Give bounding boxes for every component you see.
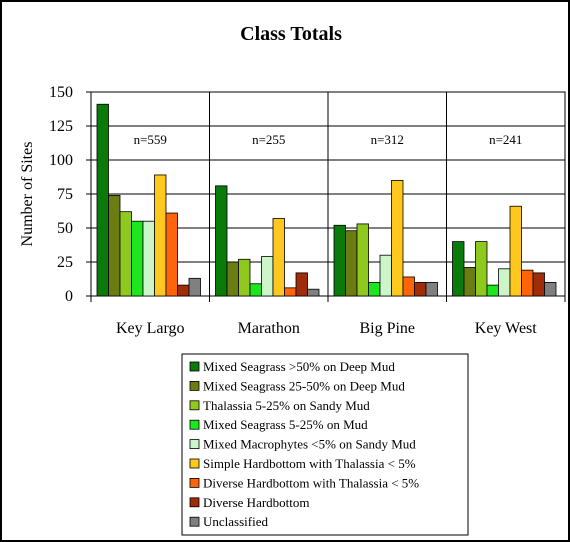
bar [142,220,155,297]
bar [177,284,190,297]
legend-swatch [189,400,200,411]
bar [391,179,404,297]
bar [379,254,392,297]
bar [188,277,201,297]
x-tick-label: Key West [475,320,538,337]
bar [284,287,297,297]
legend-label: Unclassified [203,514,268,529]
bar [261,256,274,297]
bar [414,281,427,297]
bar [345,230,358,297]
legend-swatch [189,439,200,450]
legend-box [181,353,469,536]
bar [295,272,308,297]
bar [154,174,167,297]
bar [165,212,178,297]
bar [333,224,346,297]
legend-label: Diverse Hardbottom with Thalassia < 5% [203,475,419,490]
bar [108,194,121,297]
legend-swatch [189,516,200,527]
bar [532,272,545,297]
bar [131,220,144,297]
bar [509,205,522,297]
bar [249,283,262,297]
legend-label: Thalassia 5-25% on Sandy Mud [203,398,370,413]
bar [425,281,438,297]
chart-title: Class Totals [240,23,342,45]
bar [544,281,557,297]
bar [215,185,228,297]
legend-label: Mixed Seagrass >50% on Deep Mud [203,359,395,374]
legend-swatch [189,361,200,372]
y-tick-label: 25 [57,254,73,271]
legend-swatch [189,497,200,508]
y-axis-label: Number of Sites [19,142,36,247]
bar [498,268,511,297]
x-tick-label: Key Largo [116,320,185,337]
sample-size-label: n=559 [134,132,167,147]
legend-label: Mixed Seagrass 25-50% on Deep Mud [203,378,405,393]
bar [463,267,476,297]
legend: Mixed Seagrass >50% on Deep Mud Mixed Sea… [181,353,469,536]
sample-size-label: n=255 [252,132,285,147]
bar [402,276,415,297]
bar [356,223,369,297]
bar [307,288,320,297]
bar [452,241,465,297]
legend-label: Diverse Hardbottom [203,495,310,510]
legend-swatch [189,477,200,488]
legend-swatch [189,458,200,469]
legend-label: Mixed Macrophytes <5% on Sandy Mud [203,437,416,452]
bar [238,258,251,297]
bar [521,269,534,297]
y-tick-label: 0 [65,288,73,305]
sample-size-label: n=241 [489,132,522,147]
bar [272,218,285,297]
bar [486,284,499,297]
x-tick-label: Marathon [238,320,300,337]
y-tick-label: 75 [57,186,73,203]
bar [475,241,488,297]
sample-size-label: n=312 [371,132,404,147]
y-tick-label: 100 [49,152,73,169]
legend-swatch [189,419,200,430]
bar [96,103,109,297]
legend-label: Mixed Seagrass 5-25% on Mud [203,417,368,432]
bar [226,261,239,297]
legend-swatch [189,380,200,391]
bar [368,281,381,297]
plot-area: 0 25 50 75 100 125 150 Key Largo n=559 Marathon n=… [49,84,566,337]
x-tick-label: Big Pine [359,320,415,337]
y-tick-label: 150 [49,84,73,101]
bar [119,211,132,297]
legend-label: Simple Hardbottom with Thalassia < 5% [203,456,416,471]
y-tick-label: 50 [57,220,73,237]
y-tick-label: 125 [49,118,73,135]
